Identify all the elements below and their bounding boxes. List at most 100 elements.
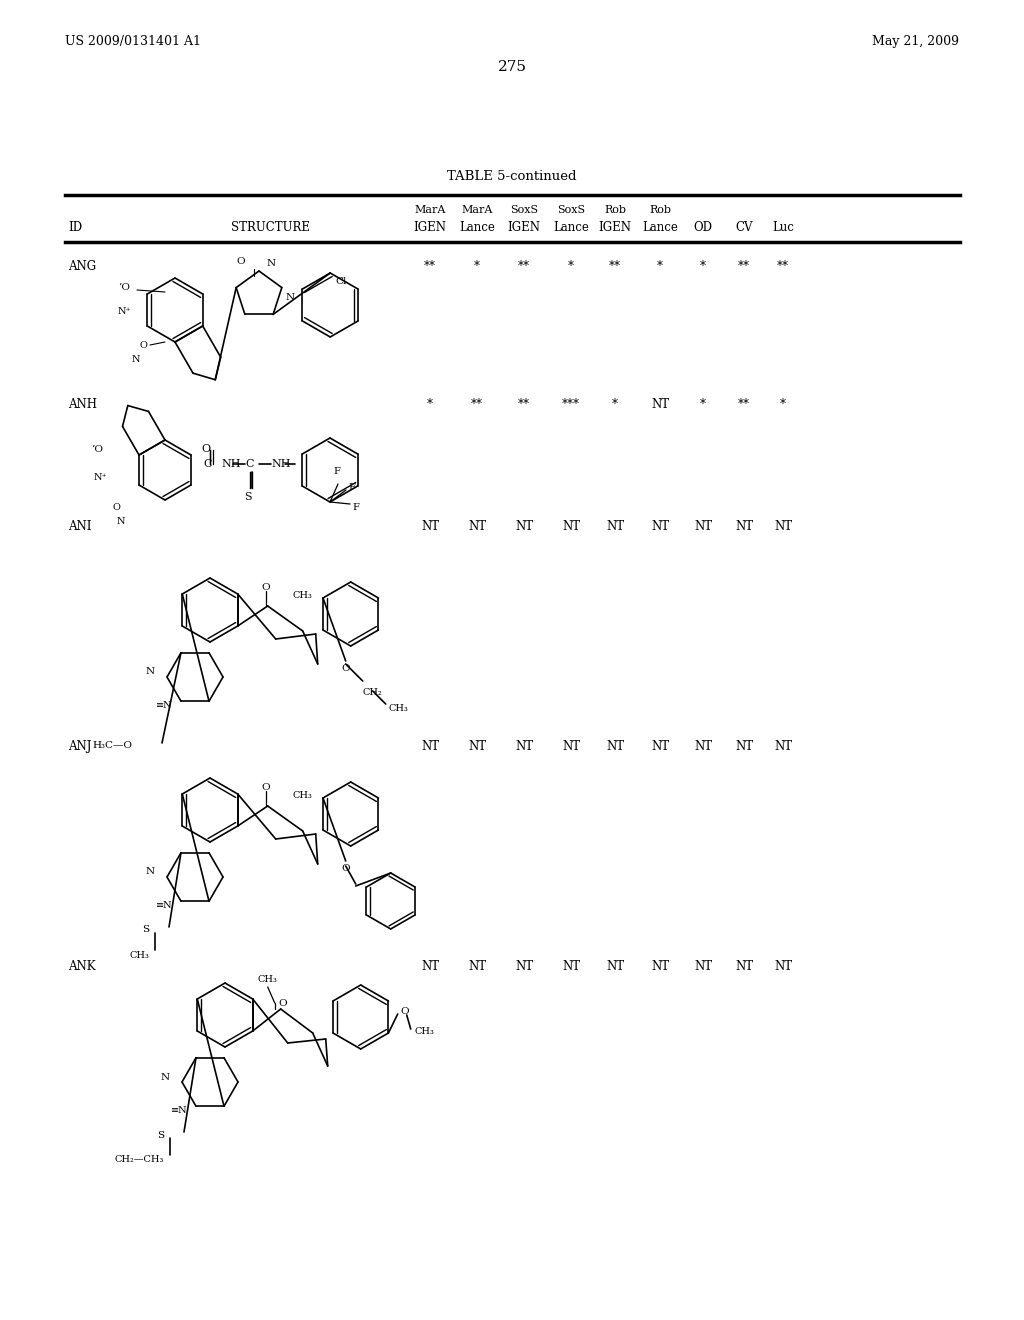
Text: ID: ID	[68, 220, 82, 234]
Text: OD: OD	[693, 220, 713, 234]
Text: N: N	[145, 867, 155, 876]
Text: N: N	[117, 517, 125, 527]
Text: O: O	[261, 784, 270, 792]
Text: NH: NH	[221, 459, 241, 469]
Text: NT: NT	[735, 960, 753, 973]
Text: S: S	[157, 1130, 164, 1139]
Text: **: **	[609, 260, 621, 273]
Text: NT: NT	[515, 960, 534, 973]
Text: S: S	[244, 492, 252, 502]
Text: *: *	[700, 260, 706, 273]
Text: CV: CV	[735, 220, 753, 234]
Text: NT: NT	[421, 520, 439, 533]
Text: NT: NT	[735, 741, 753, 752]
Text: May 21, 2009: May 21, 2009	[872, 36, 959, 48]
Text: NT: NT	[606, 741, 624, 752]
Text: Lance: Lance	[459, 220, 495, 234]
Text: F: F	[333, 467, 340, 477]
Text: *: *	[700, 399, 706, 411]
Text: ANH: ANH	[68, 399, 97, 411]
Text: NT: NT	[468, 741, 486, 752]
Text: NT: NT	[694, 520, 712, 533]
Text: **: **	[471, 399, 483, 411]
Text: NT: NT	[651, 960, 669, 973]
Text: **: **	[777, 260, 790, 273]
Text: NT: NT	[421, 741, 439, 752]
Text: F: F	[348, 483, 355, 491]
Text: ANK: ANK	[68, 960, 95, 973]
Text: IGEN: IGEN	[598, 220, 632, 234]
Text: CH₃: CH₃	[415, 1027, 434, 1036]
Text: ANG: ANG	[68, 260, 96, 273]
Text: C: C	[203, 459, 212, 469]
Text: NT: NT	[694, 960, 712, 973]
Text: ***: ***	[562, 399, 580, 411]
Text: NT: NT	[774, 741, 792, 752]
Text: N⁺: N⁺	[93, 474, 106, 483]
Text: NT: NT	[774, 960, 792, 973]
Text: N: N	[161, 1072, 170, 1081]
Text: ANI: ANI	[68, 520, 91, 533]
Text: **: **	[738, 260, 750, 273]
Text: *: *	[568, 260, 574, 273]
Text: **: **	[738, 399, 750, 411]
Text: *: *	[657, 260, 663, 273]
Text: F: F	[352, 503, 358, 511]
Text: MarA: MarA	[415, 205, 445, 215]
Text: NT: NT	[562, 520, 580, 533]
Text: TABLE 5-continued: TABLE 5-continued	[447, 170, 577, 183]
Text: NT: NT	[651, 520, 669, 533]
Text: **: **	[518, 260, 530, 273]
Text: **: **	[518, 399, 530, 411]
Text: N: N	[131, 355, 140, 364]
Text: NT: NT	[606, 960, 624, 973]
Text: ≡N: ≡N	[157, 900, 173, 909]
Text: ’O: ’O	[91, 446, 103, 454]
Text: Luc: Luc	[772, 220, 794, 234]
Text: NT: NT	[515, 520, 534, 533]
Text: S: S	[142, 925, 150, 935]
Text: NT: NT	[562, 741, 580, 752]
Text: NH: NH	[271, 459, 291, 469]
Text: O: O	[139, 341, 147, 350]
Text: C: C	[245, 459, 254, 469]
Text: N⁺: N⁺	[118, 308, 131, 317]
Text: *: *	[474, 260, 480, 273]
Text: ’O: ’O	[118, 284, 130, 293]
Text: CH₃: CH₃	[258, 974, 278, 983]
Text: SoxS: SoxS	[557, 205, 585, 215]
Text: N: N	[267, 259, 276, 268]
Text: IGEN: IGEN	[508, 220, 541, 234]
Text: CH₃: CH₃	[389, 704, 409, 713]
Text: CH₂—CH₃: CH₂—CH₃	[115, 1155, 164, 1164]
Text: CH₃: CH₃	[293, 591, 312, 601]
Text: ≡N: ≡N	[157, 701, 173, 710]
Text: O: O	[341, 865, 350, 873]
Text: NT: NT	[468, 960, 486, 973]
Text: O: O	[341, 664, 350, 673]
Text: NT: NT	[606, 520, 624, 533]
Text: O: O	[279, 998, 287, 1007]
Text: CH₃: CH₃	[129, 950, 150, 960]
Text: H₃C—O: H₃C—O	[92, 741, 132, 750]
Text: **: **	[424, 260, 436, 273]
Text: SoxS: SoxS	[510, 205, 538, 215]
Text: O: O	[237, 256, 246, 265]
Text: Cl: Cl	[335, 277, 346, 286]
Text: NT: NT	[774, 520, 792, 533]
Text: NT: NT	[515, 741, 534, 752]
Text: ≡N: ≡N	[171, 1106, 188, 1114]
Text: ANJ: ANJ	[68, 741, 91, 752]
Text: N: N	[145, 668, 155, 676]
Text: Rob: Rob	[604, 205, 626, 215]
Text: US 2009/0131401 A1: US 2009/0131401 A1	[65, 36, 201, 48]
Text: NT: NT	[562, 960, 580, 973]
Text: Lance: Lance	[553, 220, 589, 234]
Text: *: *	[612, 399, 618, 411]
Text: NT: NT	[694, 741, 712, 752]
Text: STRUCTURE: STRUCTURE	[230, 220, 309, 234]
Text: NT: NT	[651, 399, 669, 411]
Text: NT: NT	[735, 520, 753, 533]
Text: O: O	[261, 583, 270, 593]
Text: N: N	[286, 293, 295, 302]
